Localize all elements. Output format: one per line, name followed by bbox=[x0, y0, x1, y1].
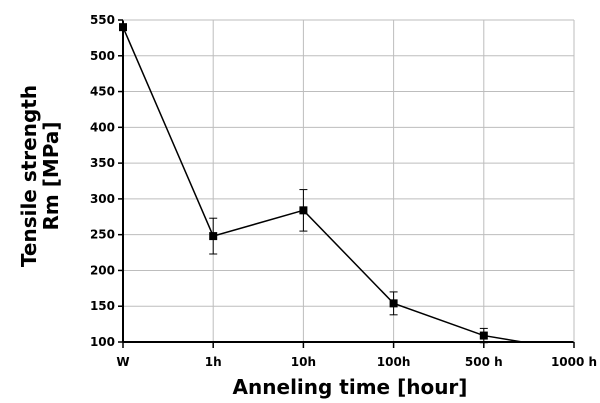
y-axis-title-line-2: Rm [MPa] bbox=[39, 121, 63, 230]
axis-layer bbox=[118, 19, 575, 348]
x-tick-label: 500 h bbox=[465, 355, 503, 369]
x-tick-label: 100h bbox=[377, 355, 411, 369]
grid-layer bbox=[122, 19, 575, 343]
y-tick-label: 500 bbox=[90, 49, 115, 63]
data-point bbox=[209, 232, 218, 241]
y-tick-label: 450 bbox=[90, 85, 115, 99]
data-point bbox=[479, 331, 488, 340]
y-tick-label: 550 bbox=[90, 13, 115, 27]
x-tick-label: 1000 h bbox=[551, 355, 597, 369]
series-line-group bbox=[122, 26, 528, 342]
x-axis-title: Anneling time [hour] bbox=[233, 375, 468, 399]
x-tick-label: W bbox=[116, 355, 129, 369]
y-tick-label: 100 bbox=[90, 335, 115, 349]
series-layer bbox=[119, 23, 528, 344]
y-tick-label: 400 bbox=[90, 120, 115, 134]
data-point bbox=[299, 206, 308, 215]
data-point bbox=[389, 299, 398, 308]
data-point bbox=[119, 23, 127, 32]
y-tick-label: 350 bbox=[90, 156, 115, 170]
y-tick-label: 150 bbox=[90, 299, 115, 313]
y-tick-label: 200 bbox=[90, 263, 115, 277]
x-tick-label: 10h bbox=[291, 355, 316, 369]
x-tick-label: 1h bbox=[205, 355, 222, 369]
y-axis-title-line-1: Tensile strength bbox=[17, 85, 41, 267]
tick-layer: 100 150 200 250 300 350 400 450 500 550 W 1h 10h 100h… bbox=[90, 13, 597, 369]
y-tick-label: 300 bbox=[90, 192, 115, 206]
series-line bbox=[122, 26, 528, 342]
y-tick-label: 250 bbox=[90, 228, 115, 242]
